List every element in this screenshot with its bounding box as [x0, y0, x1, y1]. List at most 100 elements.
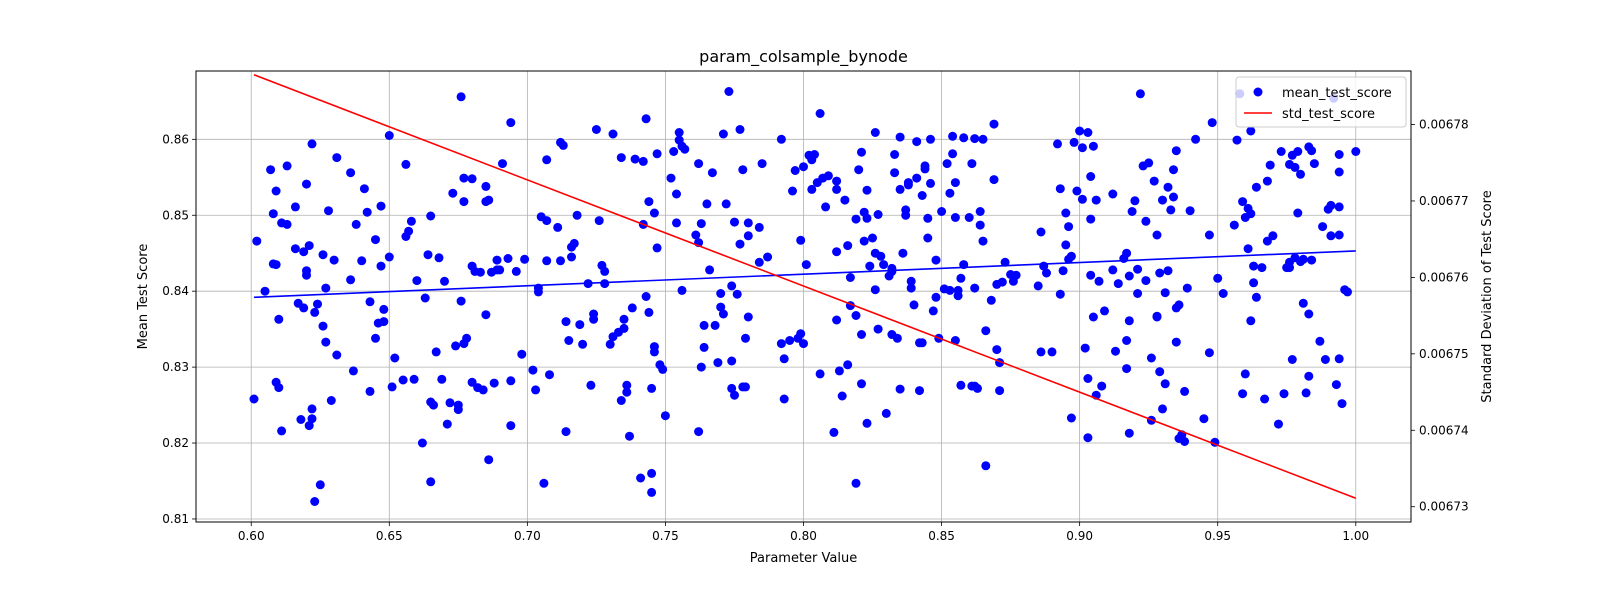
scatter-point	[895, 132, 905, 142]
scatter-point	[1326, 200, 1336, 210]
scatter-point	[282, 161, 292, 171]
scatter-point	[318, 321, 328, 331]
scatter-point	[1249, 261, 1259, 271]
scatter-point	[1232, 135, 1242, 145]
scatter-point	[873, 210, 883, 219]
scatter-point	[271, 260, 281, 270]
scatter-point	[699, 342, 709, 352]
scatter-point	[1011, 270, 1021, 280]
scatter-point	[594, 216, 604, 226]
scatter-point	[638, 156, 648, 166]
scatter-point	[1249, 278, 1259, 288]
scatter-point	[694, 427, 704, 437]
scatter-point	[658, 364, 668, 374]
scatter-point	[727, 356, 737, 366]
scatter-point	[1127, 207, 1137, 216]
scatter-point	[917, 338, 927, 348]
scatter-point	[978, 236, 988, 246]
scatter-point	[647, 468, 657, 478]
scatter-point	[964, 213, 974, 222]
scatter-point	[702, 199, 712, 209]
scatter-point	[1141, 216, 1151, 226]
scatter-point	[776, 339, 786, 349]
scatter-point	[743, 218, 753, 228]
scatter-point	[644, 197, 654, 207]
scatter-point	[1279, 389, 1289, 399]
scatter-point	[1133, 264, 1143, 274]
scatter-point	[857, 379, 866, 389]
scatter-point	[895, 184, 905, 194]
y-tick-label: 0.82	[162, 436, 189, 450]
scatter-point	[467, 174, 477, 184]
scatter-point	[989, 175, 999, 185]
scatter-point	[412, 276, 422, 286]
scatter-point	[1180, 437, 1190, 446]
scatter-point	[478, 385, 488, 395]
scatter-point	[1152, 230, 1162, 240]
x-tick-label: 0.95	[1204, 529, 1231, 543]
scatter-point	[696, 219, 706, 229]
scatter-point	[1083, 128, 1093, 137]
scatter-point	[796, 235, 806, 245]
scatter-point	[937, 207, 947, 216]
scatter-point	[832, 184, 842, 194]
scatter-point	[1141, 276, 1151, 286]
scatter-point	[260, 286, 270, 296]
scatter-point	[359, 184, 369, 194]
scatter-point	[926, 134, 935, 144]
scatter-point	[533, 287, 543, 297]
scatter-point	[1061, 240, 1071, 250]
scatter-point	[520, 254, 530, 264]
scatter-point	[906, 276, 916, 286]
scatter-point	[467, 377, 477, 387]
scatter-point	[906, 283, 916, 293]
scatter-point	[266, 165, 276, 175]
scatter-point	[302, 266, 311, 276]
scatter-point	[945, 285, 955, 295]
scatter-point	[1077, 194, 1087, 204]
scatter-point	[459, 173, 469, 183]
scatter-point	[1213, 273, 1223, 283]
scatter-point	[1108, 189, 1118, 199]
y2-tick-label: 0.00673	[1419, 500, 1469, 514]
scatter-point	[310, 307, 320, 317]
scatter-point	[1086, 270, 1096, 280]
y2-axis-label: Standard Deviation of Test Score	[1480, 190, 1495, 402]
scatter-point	[1218, 289, 1228, 298]
scatter-point	[870, 285, 880, 295]
scatter-point	[1257, 263, 1267, 273]
scatter-point	[384, 131, 394, 140]
scatter-point	[619, 323, 629, 333]
scatter-point	[531, 385, 541, 395]
y-axis-left: 0.81 0.82 0.83 0.84 0.85 0.86	[162, 132, 196, 526]
scatter-point	[362, 207, 372, 217]
scatter-point	[975, 220, 985, 230]
scatter-point	[912, 137, 922, 147]
scatter-point	[528, 365, 538, 375]
scatter-point	[1042, 268, 1051, 278]
scatter-point	[1124, 428, 1134, 438]
x-tick-label: 0.90	[1066, 529, 1093, 543]
scatter-point	[484, 455, 494, 465]
scatter-point	[754, 222, 764, 232]
scatter-point	[310, 497, 320, 506]
scatter-point	[1182, 283, 1192, 293]
scatter-point	[1185, 206, 1195, 216]
scatter-point	[713, 358, 723, 368]
scatter-point	[1158, 195, 1167, 205]
scatter-point	[870, 128, 880, 137]
scatter-point	[821, 202, 831, 212]
scatter-point	[810, 150, 819, 159]
scatter-point	[1077, 143, 1087, 153]
scatter-point	[1304, 309, 1314, 319]
scatter-point	[865, 261, 875, 271]
scatter-point	[299, 247, 309, 257]
scatter-point	[735, 239, 745, 249]
scatter-point	[677, 285, 687, 295]
scatter-point	[1069, 137, 1079, 147]
scatter-point	[743, 312, 753, 322]
scatter-point	[564, 336, 574, 345]
scatter-point	[843, 241, 853, 251]
scatter-point	[553, 222, 563, 232]
scatter-point	[1100, 306, 1109, 316]
